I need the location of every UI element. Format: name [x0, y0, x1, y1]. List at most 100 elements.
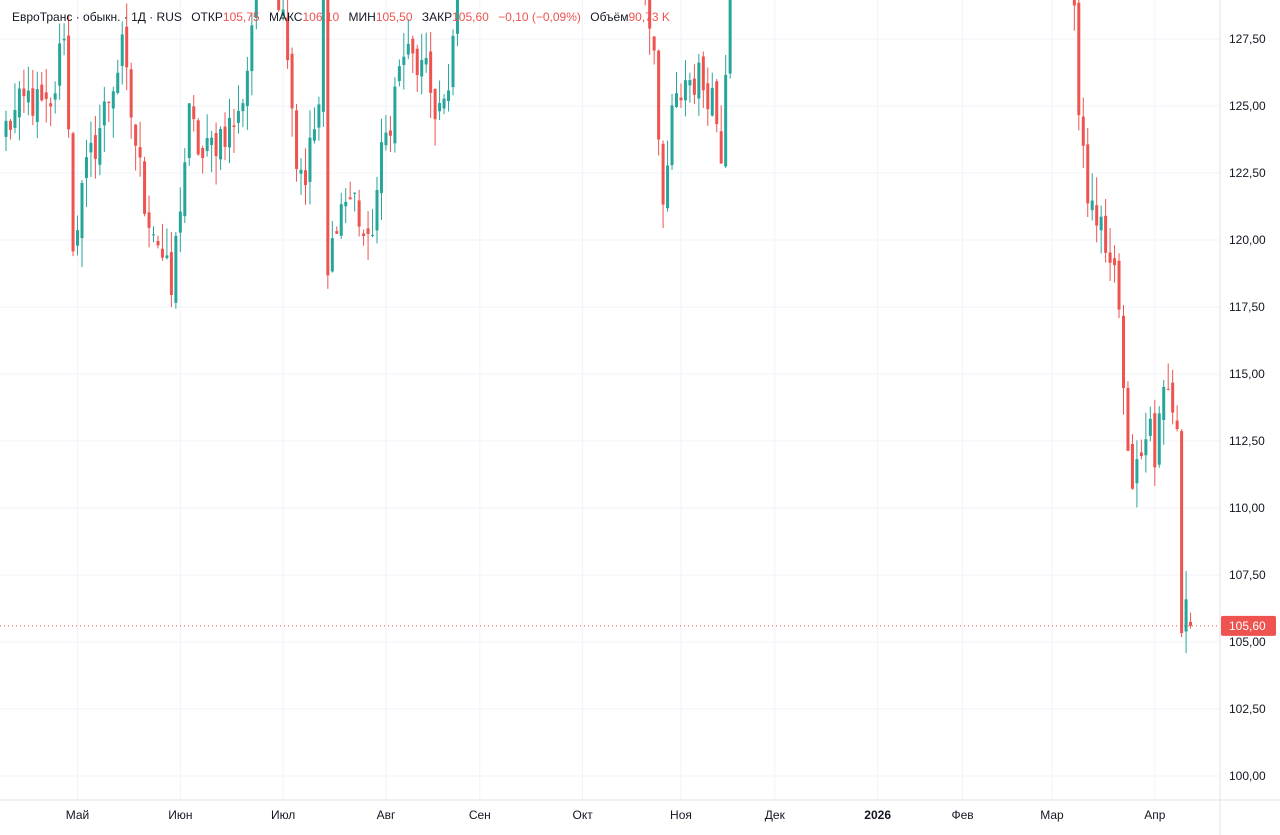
- candle-body: [393, 86, 397, 144]
- candle-body: [424, 57, 428, 65]
- candle-body: [116, 72, 120, 93]
- candle-body: [371, 234, 375, 236]
- candle-body: [228, 117, 231, 148]
- last-price-tag-bg: [1221, 615, 1276, 636]
- candle-body: [49, 103, 53, 107]
- candle-body: [688, 80, 692, 86]
- candle-body: [254, 0, 258, 18]
- candle-body: [1099, 216, 1103, 231]
- candle-body: [1104, 215, 1108, 253]
- candle-body: [201, 148, 205, 159]
- candle-body: [236, 110, 240, 123]
- open-value: 105,75: [222, 10, 260, 24]
- candle-body: [111, 91, 115, 109]
- candle-body: [120, 34, 124, 66]
- candle-body: [1126, 387, 1130, 451]
- candle-body: [13, 109, 17, 128]
- candle-body: [299, 169, 303, 174]
- candle-body: [330, 238, 334, 272]
- candle-body: [17, 88, 21, 118]
- candle-body: [1166, 388, 1170, 390]
- time-tick-label: Окт: [573, 808, 594, 822]
- candle-body: [107, 102, 111, 104]
- candle-body: [1184, 599, 1188, 632]
- candle-body: [1081, 116, 1085, 146]
- candle-body: [710, 87, 714, 116]
- candle-body: [169, 252, 173, 295]
- candle-body: [62, 38, 66, 41]
- candle-body: [312, 129, 316, 141]
- candle-body: [67, 35, 71, 130]
- price-tick-label: 122,50: [1229, 166, 1266, 180]
- grid: [0, 0, 1220, 800]
- candle-body: [692, 78, 696, 95]
- symbol-title[interactable]: ЕвроТранс · обыкн. · 1Д · RUS: [12, 10, 182, 24]
- candle-body: [697, 62, 701, 99]
- candle-body: [214, 133, 218, 157]
- candle-body: [1090, 200, 1094, 211]
- high-label: МАКС: [268, 10, 303, 24]
- time-tick-label: Апр: [1144, 808, 1166, 822]
- candle-body: [706, 83, 710, 110]
- candle-body: [433, 89, 437, 120]
- candle-body: [683, 80, 687, 101]
- candles: [4, 0, 1193, 654]
- candle-body: [719, 131, 723, 164]
- candle-body: [728, 0, 732, 74]
- candle-body: [339, 204, 343, 236]
- candle-body: [26, 90, 30, 103]
- volume-value: 90,73 K: [628, 10, 670, 24]
- candle-body: [724, 74, 728, 167]
- candle-body: [134, 124, 138, 146]
- candle-body: [205, 138, 209, 152]
- candle-body: [357, 200, 361, 227]
- candle-body: [1135, 459, 1139, 484]
- price-tick-label: 102,50: [1229, 702, 1266, 716]
- candle-body: [22, 88, 26, 97]
- candle-body: [379, 142, 383, 194]
- candle-body: [250, 25, 254, 72]
- time-tick-label: Май: [66, 808, 90, 822]
- price-tick-label: 100,00: [1229, 769, 1266, 783]
- candle-body: [165, 255, 169, 258]
- candle-body: [178, 211, 182, 233]
- price-tick-label: 107,50: [1229, 568, 1266, 582]
- candle-body: [1180, 431, 1184, 633]
- candle-body: [80, 183, 84, 239]
- candle-body: [679, 97, 683, 101]
- candle-body: [1113, 258, 1117, 266]
- candle-body: [657, 50, 661, 140]
- candle-body: [321, 0, 325, 112]
- candle-body: [335, 231, 339, 234]
- last-price-tag: 105,60: [1221, 615, 1276, 636]
- candle-body: [675, 93, 678, 108]
- candle-body: [1077, 2, 1081, 116]
- price-tick-label: 117,50: [1229, 300, 1265, 314]
- price-axis[interactable]: 157,50155,00152,50150,00147,50145,00142,…: [1219, 0, 1266, 835]
- time-tick-label: Июл: [271, 808, 295, 822]
- candle-body: [160, 248, 164, 258]
- price-tick-label: 115,00: [1229, 367, 1265, 381]
- candle-body: [35, 89, 39, 122]
- candle-body: [98, 128, 102, 165]
- candle-body: [31, 88, 35, 116]
- time-axis[interactable]: Май Июн Июл Авг Сен Окт Ноя Дек 2026 Фев Мар Апр: [0, 799, 1280, 822]
- candle-body: [384, 132, 388, 146]
- candle-body: [8, 120, 12, 130]
- candle-body: [219, 128, 223, 160]
- candle-body: [152, 234, 156, 236]
- candle-body: [40, 84, 44, 101]
- candle-body: [420, 59, 424, 77]
- candle-body: [648, 0, 652, 29]
- candle-body: [143, 161, 147, 214]
- candle-body: [53, 93, 57, 100]
- candle-body: [353, 192, 357, 194]
- candle-body: [1171, 382, 1175, 413]
- candle-body: [670, 105, 674, 166]
- candle-body: [1157, 413, 1161, 465]
- candle-body: [1175, 420, 1179, 430]
- candle-body: [187, 103, 191, 158]
- candle-body: [415, 48, 419, 76]
- candle-body: [156, 240, 160, 246]
